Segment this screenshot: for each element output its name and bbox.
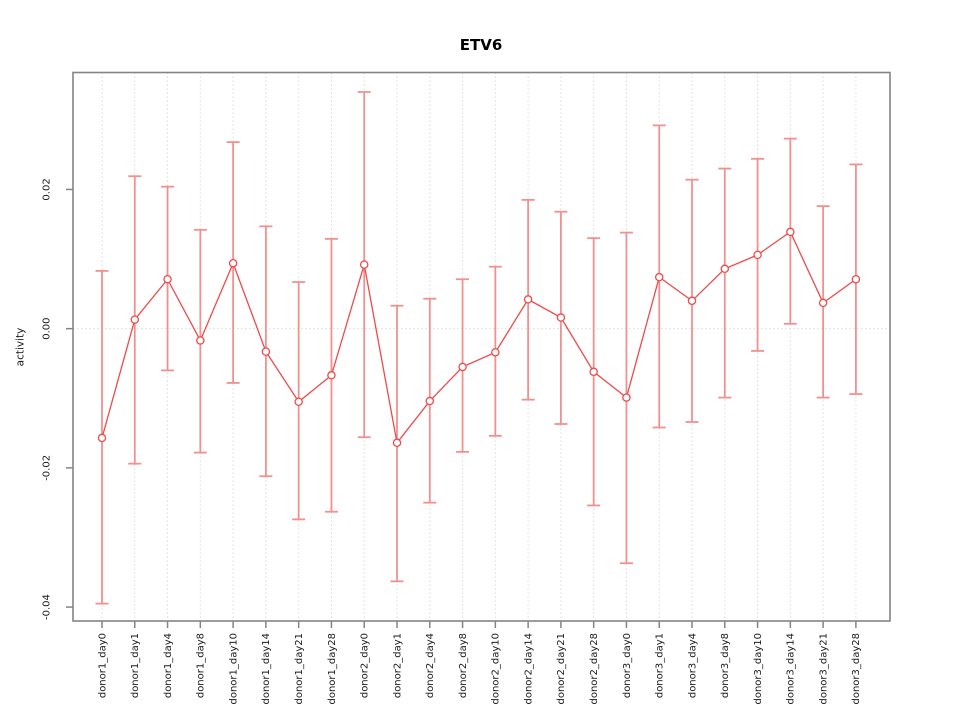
tick-label-layer: 0.02 0.00 -0.02 -0.04 donor1_day0 donor1_day1… [41,178,862,704]
data-point [556,313,566,322]
y-tick-label: -0.02 [41,455,52,481]
x-tick-label: donor2_day21 [556,633,567,705]
x-tick-label: donor3_day21 [818,633,829,705]
data-point [228,258,238,268]
x-tick-label: donor1_day14 [261,633,272,705]
data-point [261,347,271,356]
data-point [720,264,730,274]
data-point [97,433,107,443]
data-point [425,396,435,406]
x-tick-label: donor2_day4 [425,633,436,698]
data-point [851,274,861,284]
data-point [327,371,336,380]
x-tick-label: donor1_day21 [294,633,305,705]
x-tick-label: donor3_day4 [687,633,698,698]
error-bar [718,167,732,399]
data-point [654,272,664,282]
data-point [359,260,369,269]
x-tick-label: donor2_day8 [458,633,469,698]
data-point [589,367,598,377]
x-tick-label: donor1_day10 [228,633,239,705]
x-tick-label: donor2_day0 [360,633,371,698]
x-tick-label: donor1_day8 [196,633,207,698]
data-point [786,227,795,237]
series-layer [95,91,863,605]
data-point [130,315,140,324]
x-tick-label: donor3_day0 [622,633,633,698]
plot-border [72,71,891,622]
x-tick-label: donor3_day10 [753,633,764,705]
x-tick-label: donor1_day28 [327,633,338,705]
data-point [392,438,402,448]
data-point [196,336,205,345]
data-point [687,296,697,306]
x-tick-label: donor3_day14 [786,633,797,705]
y-axis-title: activity [14,328,26,367]
data-point [753,250,762,260]
data-point [622,393,631,402]
data-point [818,298,828,308]
x-tick-label: donor1_day4 [163,633,174,698]
x-tick-label: donor2_day10 [491,633,502,705]
y-tick-label: 0.00 [41,318,52,340]
data-point [294,397,303,406]
data-point [458,362,467,372]
data-point [163,274,172,284]
grid-layer [73,72,890,621]
x-tick-label: donor1_day0 [97,633,108,698]
data-point [523,295,533,304]
x-tick-label: donor3_day1 [655,633,666,698]
x-tick-label: donor1_day1 [130,633,141,698]
plot-frame [66,71,891,628]
x-tick-label: donor2_day28 [589,633,600,705]
x-tick-label: donor3_day8 [720,633,731,698]
x-tick-label: donor3_day28 [851,633,862,705]
y-tick-label: -0.04 [41,594,52,620]
y-tick-label: 0.02 [41,178,52,200]
series-line [101,230,857,445]
x-tick-label: donor2_day1 [392,633,403,698]
chart-title: ETV6 [460,36,503,54]
data-point [491,348,500,357]
x-tick-label: donor2_day14 [523,633,534,705]
